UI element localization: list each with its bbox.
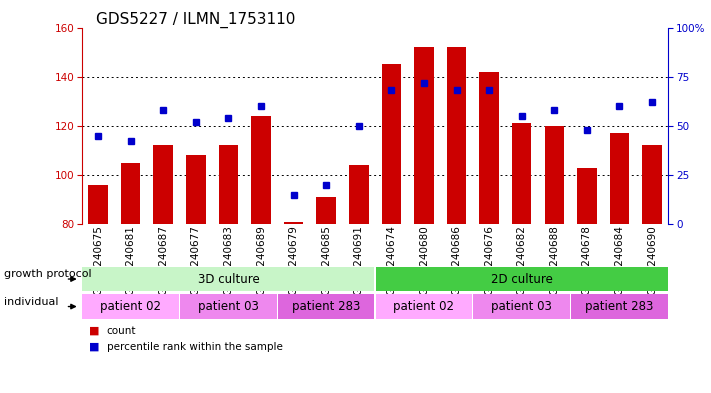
- Bar: [186, 155, 205, 393]
- Bar: [82, 294, 179, 319]
- Bar: [382, 64, 401, 393]
- Text: patient 03: patient 03: [198, 300, 259, 313]
- Text: ■: ■: [89, 326, 100, 336]
- Bar: [375, 294, 472, 319]
- Text: ■: ■: [89, 342, 100, 352]
- Bar: [577, 167, 597, 393]
- Bar: [609, 133, 629, 393]
- Bar: [278, 294, 375, 319]
- Text: patient 02: patient 02: [393, 300, 454, 313]
- Bar: [571, 294, 668, 319]
- Text: GDS5227 / ILMN_1753110: GDS5227 / ILMN_1753110: [96, 12, 295, 28]
- Bar: [154, 145, 173, 393]
- Text: patient 283: patient 283: [292, 300, 360, 313]
- Bar: [447, 47, 466, 393]
- Bar: [121, 163, 140, 393]
- Bar: [88, 185, 108, 393]
- Text: growth protocol: growth protocol: [4, 269, 91, 279]
- Text: count: count: [107, 326, 136, 336]
- Bar: [642, 145, 662, 393]
- Bar: [512, 123, 531, 393]
- Bar: [349, 165, 368, 393]
- Text: patient 02: patient 02: [100, 300, 161, 313]
- Bar: [375, 266, 668, 291]
- Text: individual: individual: [4, 297, 58, 307]
- Bar: [479, 72, 499, 393]
- Bar: [82, 266, 375, 291]
- Text: percentile rank within the sample: percentile rank within the sample: [107, 342, 282, 352]
- Bar: [545, 126, 564, 393]
- Bar: [474, 294, 570, 319]
- Text: 2D culture: 2D culture: [491, 272, 552, 286]
- Bar: [316, 197, 336, 393]
- Bar: [251, 116, 271, 393]
- Text: 3D culture: 3D culture: [198, 272, 260, 286]
- Text: patient 283: patient 283: [585, 300, 653, 313]
- Bar: [414, 47, 434, 393]
- Bar: [219, 145, 238, 393]
- Bar: [180, 294, 277, 319]
- Bar: [284, 222, 304, 393]
- Text: patient 03: patient 03: [491, 300, 552, 313]
